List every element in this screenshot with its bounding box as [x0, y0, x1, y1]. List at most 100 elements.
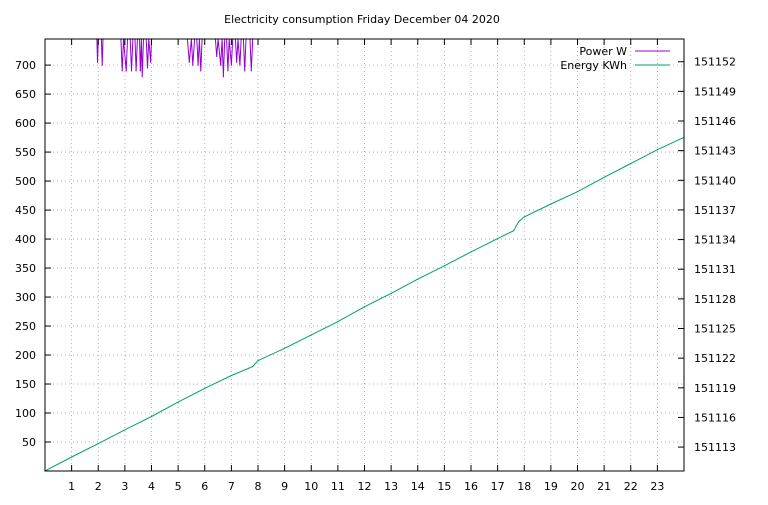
energy-point [363, 306, 366, 308]
energy-point [124, 429, 126, 431]
energy-point [518, 220, 520, 222]
power-point [188, 61, 190, 63]
energy-point [443, 265, 445, 267]
power-point [227, 70, 229, 72]
power-point [230, 64, 232, 66]
power-point [121, 70, 123, 72]
y-tick-label: 150 [15, 378, 36, 391]
x-tick-label: 19 [544, 480, 558, 493]
x-tick-label: 20 [571, 480, 585, 493]
axes: 1 2 3 4 5 6 7 8 9 10 11 12 13 14 15 16 17 18 19 20 21 22 23501… [15, 39, 736, 493]
y-tick-label: 200 [15, 349, 36, 362]
y-tick-label: 250 [15, 320, 36, 333]
power-point [220, 64, 222, 66]
power-series [96, 38, 254, 78]
energy-point [97, 443, 99, 445]
y2-tick-label: 151146 [694, 115, 736, 128]
energy-point [576, 191, 579, 193]
x-tick-label: 13 [384, 480, 398, 493]
energy-point [252, 365, 254, 368]
energy-series [44, 136, 685, 472]
energy-point [513, 230, 515, 232]
energy-point [470, 251, 472, 253]
power-point [125, 70, 127, 72]
power-point [197, 64, 199, 66]
energy-line [44, 136, 685, 472]
x-tick-label: 16 [464, 480, 478, 493]
energy-point [177, 401, 179, 403]
y2-tick-label: 151122 [694, 352, 736, 365]
power-point [135, 70, 137, 72]
power-point [222, 76, 224, 78]
power-point [244, 70, 246, 72]
power-point [139, 70, 141, 72]
y2-tick-label: 151119 [694, 382, 736, 395]
legend-label: Energy KWh [560, 59, 627, 72]
energy-point [497, 237, 499, 240]
x-tick-label: 17 [491, 480, 505, 493]
energy-point [204, 387, 206, 389]
y-tick-label: 500 [15, 175, 36, 188]
y-tick-label: 100 [15, 407, 36, 420]
y-tick-label: 550 [15, 146, 36, 159]
power-point [96, 61, 99, 63]
x-tick-label: 10 [304, 480, 318, 493]
y2-tick-label: 151143 [694, 145, 736, 158]
power-point [192, 64, 194, 66]
power-point [101, 64, 103, 66]
x-tick-label: 21 [597, 480, 611, 493]
x-tick-label: 4 [148, 480, 155, 493]
x-tick-label: 6 [201, 480, 208, 493]
energy-point [390, 292, 392, 295]
y2-tick-label: 151125 [694, 323, 736, 336]
energy-point [523, 216, 525, 218]
energy-point [550, 203, 552, 205]
power-point [130, 70, 133, 72]
power-point [146, 67, 149, 69]
energy-point [603, 176, 605, 178]
y2-tick-label: 151137 [694, 204, 736, 217]
y2-tick-label: 151131 [694, 263, 736, 276]
energy-point [630, 162, 632, 165]
energy-point [71, 456, 73, 458]
y2-tick-label: 151140 [694, 174, 736, 187]
x-tick-label: 7 [228, 480, 235, 493]
energy-point [284, 347, 286, 349]
y-tick-label: 300 [15, 291, 36, 304]
x-tick-label: 11 [331, 480, 345, 493]
x-tick-label: 12 [358, 480, 372, 493]
x-tick-label: 15 [437, 480, 451, 493]
x-tick-label: 1 [68, 480, 75, 493]
y-tick-label: 450 [15, 204, 36, 217]
y-tick-label: 650 [15, 88, 36, 101]
x-tick-label: 18 [517, 480, 531, 493]
y-tick-label: 600 [15, 117, 36, 130]
x-tick-label: 23 [650, 480, 664, 493]
power-point [239, 64, 241, 66]
x-tick-label: 8 [255, 480, 262, 493]
legend-label: Power W [579, 45, 627, 58]
chart-title: Electricity consumption Friday December … [224, 13, 500, 26]
y-tick-label: 350 [15, 262, 36, 275]
y2-tick-label: 151152 [694, 56, 736, 69]
energy-point [337, 320, 339, 323]
y-tick-label: 400 [15, 233, 36, 246]
power-point [250, 70, 252, 72]
energy-point [230, 374, 232, 377]
y2-tick-label: 151116 [694, 411, 736, 424]
energy-point [257, 360, 259, 362]
energy-point [150, 415, 153, 418]
y2-tick-label: 151134 [694, 234, 736, 247]
x-tick-label: 14 [411, 480, 425, 493]
x-tick-label: 3 [121, 480, 128, 493]
grid [45, 39, 684, 471]
y2-tick-label: 151128 [694, 293, 736, 306]
y-tick-label: 50 [22, 436, 36, 449]
power-point [150, 61, 152, 63]
power-point [200, 70, 202, 72]
x-tick-label: 9 [281, 480, 288, 493]
x-tick-label: 5 [175, 480, 182, 493]
